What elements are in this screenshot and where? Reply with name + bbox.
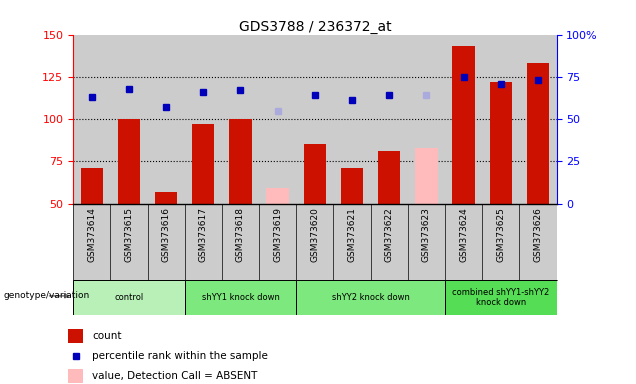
Text: control: control [114, 293, 144, 302]
Bar [230, 119, 252, 204]
Text: value, Detection Call = ABSENT: value, Detection Call = ABSENT [92, 371, 258, 381]
Bar [296, 280, 445, 315]
Text: GSM373625: GSM373625 [496, 207, 505, 262]
Text: GSM373618: GSM373618 [236, 207, 245, 262]
Bar [452, 46, 474, 204]
Bar [527, 63, 549, 204]
Text: GSM373626: GSM373626 [534, 207, 543, 262]
Text: GSM373622: GSM373622 [385, 207, 394, 262]
Bar [184, 280, 296, 315]
Bar [415, 148, 438, 204]
Bar [69, 369, 83, 383]
Bar [73, 280, 184, 315]
Text: GSM373616: GSM373616 [162, 207, 170, 262]
Text: genotype/variation: genotype/variation [4, 291, 90, 300]
Text: shYY2 knock down: shYY2 knock down [331, 293, 410, 302]
Text: GSM373620: GSM373620 [310, 207, 319, 262]
Bar [69, 329, 83, 343]
Text: GSM373615: GSM373615 [125, 207, 134, 262]
Bar [445, 280, 556, 315]
Bar [266, 188, 289, 204]
Text: GSM373623: GSM373623 [422, 207, 431, 262]
Text: combined shYY1-shYY2
knock down: combined shYY1-shYY2 knock down [452, 288, 550, 307]
Bar [341, 168, 363, 204]
Bar [378, 151, 400, 204]
Text: GSM373617: GSM373617 [199, 207, 208, 262]
Bar [81, 168, 103, 204]
Text: GSM373619: GSM373619 [273, 207, 282, 262]
Bar [118, 119, 140, 204]
Text: GSM373624: GSM373624 [459, 207, 468, 262]
Text: GSM373614: GSM373614 [87, 207, 96, 262]
Title: GDS3788 / 236372_at: GDS3788 / 236372_at [238, 20, 391, 33]
Bar [303, 144, 326, 204]
Text: shYY1 knock down: shYY1 knock down [202, 293, 279, 302]
Bar [192, 124, 214, 204]
Text: GSM373621: GSM373621 [347, 207, 357, 262]
Text: percentile rank within the sample: percentile rank within the sample [92, 351, 268, 361]
Bar [155, 192, 177, 204]
Bar [490, 82, 512, 204]
Text: count: count [92, 331, 121, 341]
